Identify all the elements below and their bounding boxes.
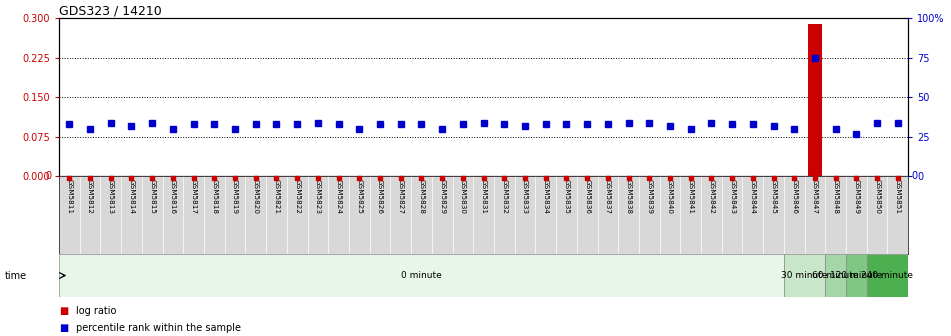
Text: GSM5812: GSM5812	[87, 179, 93, 214]
Text: GSM5838: GSM5838	[626, 179, 631, 214]
Text: GSM5847: GSM5847	[812, 179, 818, 214]
Text: GSM5819: GSM5819	[232, 179, 238, 214]
Text: GSM5849: GSM5849	[853, 179, 860, 214]
Text: GDS323 / 14210: GDS323 / 14210	[59, 4, 162, 17]
Text: GSM5818: GSM5818	[211, 179, 218, 214]
Text: GSM5844: GSM5844	[749, 179, 756, 214]
Bar	[866, 254, 908, 297]
Text: GSM5832: GSM5832	[501, 179, 507, 214]
Text: 240 minute: 240 minute	[862, 271, 914, 280]
Text: GSM5820: GSM5820	[253, 179, 259, 214]
Text: GSM5825: GSM5825	[357, 179, 362, 214]
Text: GSM5846: GSM5846	[791, 179, 797, 214]
Bar	[784, 254, 825, 297]
Text: GSM5845: GSM5845	[770, 179, 777, 214]
Text: GSM5816: GSM5816	[170, 179, 176, 214]
Text: 30 minute: 30 minute	[782, 271, 828, 280]
Text: 0: 0	[911, 171, 917, 181]
Text: ■: ■	[59, 323, 68, 333]
Text: ■: ■	[59, 306, 68, 316]
Text: GSM5837: GSM5837	[605, 179, 611, 214]
Text: GSM5817: GSM5817	[190, 179, 197, 214]
Text: GSM5848: GSM5848	[833, 179, 839, 214]
Bar	[846, 254, 866, 297]
Text: GSM5850: GSM5850	[874, 179, 880, 214]
Text: GSM5813: GSM5813	[107, 179, 114, 214]
Text: GSM5834: GSM5834	[543, 179, 549, 214]
Text: GSM5842: GSM5842	[708, 179, 714, 214]
Text: 60 minute: 60 minute	[812, 271, 859, 280]
Text: GSM5826: GSM5826	[377, 179, 383, 214]
Bar	[59, 254, 784, 297]
Text: percentile rank within the sample: percentile rank within the sample	[76, 323, 242, 333]
Text: GSM5839: GSM5839	[647, 179, 652, 214]
Text: GSM5851: GSM5851	[895, 179, 901, 214]
Bar	[825, 254, 846, 297]
Text: GSM5841: GSM5841	[688, 179, 693, 214]
Text: GSM5822: GSM5822	[294, 179, 301, 214]
Bar	[807, 24, 823, 176]
Text: 120 minute: 120 minute	[830, 271, 883, 280]
Text: GSM5829: GSM5829	[439, 179, 445, 214]
Text: time: time	[5, 270, 27, 281]
Text: GSM5821: GSM5821	[274, 179, 280, 214]
Text: 0 minute: 0 minute	[401, 271, 442, 280]
Text: GSM5831: GSM5831	[480, 179, 487, 214]
Text: GSM5811: GSM5811	[67, 179, 72, 214]
Text: GSM5823: GSM5823	[315, 179, 320, 214]
Text: GSM5815: GSM5815	[149, 179, 155, 214]
Text: GSM5830: GSM5830	[460, 179, 466, 214]
Text: GSM5828: GSM5828	[418, 179, 424, 214]
Text: GSM5824: GSM5824	[336, 179, 341, 214]
Text: log ratio: log ratio	[76, 306, 116, 316]
Text: GSM5835: GSM5835	[563, 179, 570, 214]
Text: GSM5840: GSM5840	[667, 179, 673, 214]
Text: GSM5843: GSM5843	[729, 179, 735, 214]
Text: GSM5827: GSM5827	[398, 179, 404, 214]
Text: GSM5836: GSM5836	[584, 179, 591, 214]
Text: GSM5814: GSM5814	[128, 179, 134, 214]
Text: 0: 0	[46, 171, 51, 181]
Text: GSM5833: GSM5833	[522, 179, 528, 214]
